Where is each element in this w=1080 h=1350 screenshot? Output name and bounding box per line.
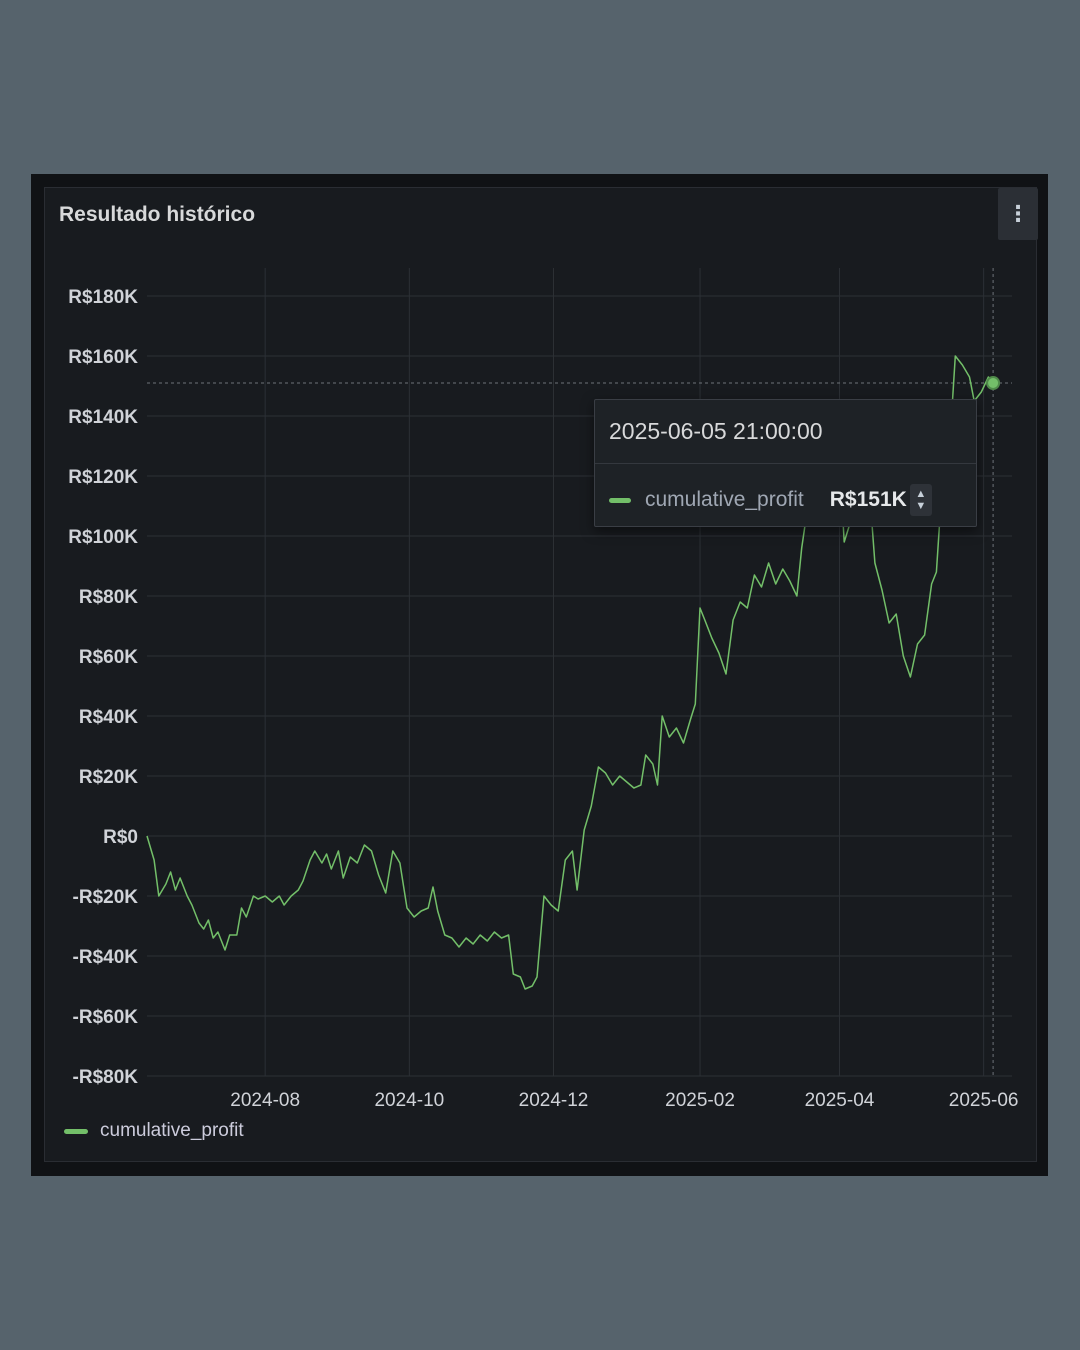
panel-title: Resultado histórico [59, 203, 256, 226]
y-tick-label: R$40K [79, 707, 138, 728]
hover-tooltip: 2025-06-05 21:00:00 cumulative_profit R$… [594, 399, 977, 527]
x-tick-label: 2025-06 [949, 1090, 1019, 1111]
series-layer [146, 355, 1001, 990]
panel-menu-button[interactable]: ⋮ [998, 188, 1038, 240]
tooltip-series-swatch [609, 497, 631, 503]
legend-swatch [64, 1128, 88, 1134]
y-tick-label: R$80K [79, 587, 138, 608]
tooltip-scroll-icon[interactable]: ▲ ▼ [909, 484, 932, 516]
tooltip-series-row: cumulative_profit R$151K ▲ ▼ [609, 484, 966, 516]
tooltip-divider [595, 463, 976, 464]
x-tick-label: 2025-02 [665, 1090, 735, 1111]
x-axis-labels: 2024-08 2024-10 2024-12 2025-02 2025-04 2025-… [230, 1090, 1018, 1111]
series-line-cumulative_profit [146, 355, 994, 990]
tooltip-series-name: cumulative_profit [645, 488, 804, 511]
y-tick-label: R$20K [79, 767, 138, 788]
x-tick-label: 2025-04 [805, 1090, 875, 1111]
hover-crosshair [147, 268, 1012, 1076]
chart-panel: Resultado histórico ⋮ [44, 187, 1038, 1162]
chart-legend[interactable]: cumulative_profit [64, 1120, 244, 1142]
y-tick-label: R$60K [79, 647, 138, 668]
x-tick-label: 2024-10 [374, 1090, 444, 1111]
x-tick-label: 2024-08 [230, 1090, 300, 1111]
y-tick-label: R$180K [68, 287, 138, 308]
y-tick-label: R$120K [68, 467, 138, 488]
y-tick-label: -R$40K [73, 947, 139, 968]
y-tick-label: R$100K [68, 527, 138, 548]
tooltip-series-value: R$151K [829, 488, 907, 511]
tooltip-timestamp: 2025-06-05 21:00:00 [609, 418, 823, 444]
y-tick-label: R$160K [68, 347, 138, 368]
hover-point [986, 376, 1001, 390]
y-tick-label: -R$20K [73, 887, 139, 908]
y-tick-label: -R$80K [73, 1067, 139, 1088]
legend-label[interactable]: cumulative_profit [100, 1120, 244, 1141]
y-axis-labels: R$180K R$160K R$140K R$120K R$100K R$80K R$60K… [68, 287, 138, 1088]
y-tick-label: R$0 [103, 827, 138, 848]
y-tick-label: -R$60K [73, 1007, 139, 1028]
y-tick-label: R$140K [68, 407, 138, 428]
x-tick-label: 2024-12 [519, 1090, 589, 1111]
grid [147, 268, 1012, 1077]
vertical-ellipsis-icon: ⋮ [1007, 201, 1029, 226]
